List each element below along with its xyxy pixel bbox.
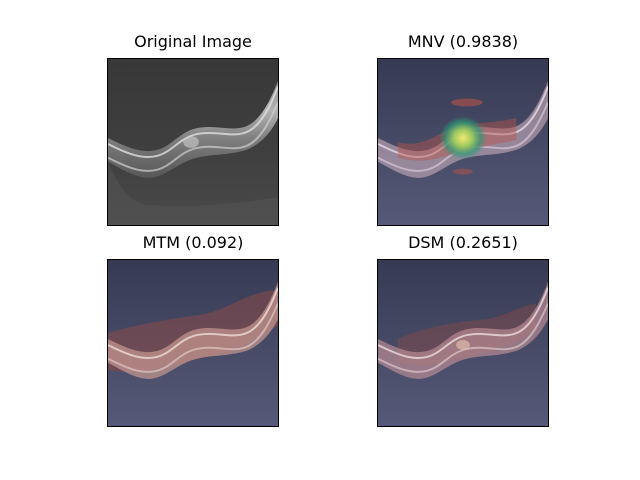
panel-original-image: Original Image (107, 32, 279, 226)
oct-scan-image (107, 58, 279, 226)
panel-title: DSM (0.2651) (408, 233, 518, 252)
panel-mtm: MTM (0.092) (107, 233, 279, 427)
mnv-heatmap-image (377, 58, 549, 226)
panel-dsm: DSM (0.2651) (377, 233, 549, 427)
panel-title: Original Image (134, 32, 252, 51)
mtm-heatmap-image (107, 259, 279, 427)
dsm-heatmap-image (377, 259, 549, 427)
panel-mnv: MNV (0.9838) (377, 32, 549, 226)
panel-title: MNV (0.9838) (407, 32, 519, 51)
panel-title: MTM (0.092) (142, 233, 244, 252)
